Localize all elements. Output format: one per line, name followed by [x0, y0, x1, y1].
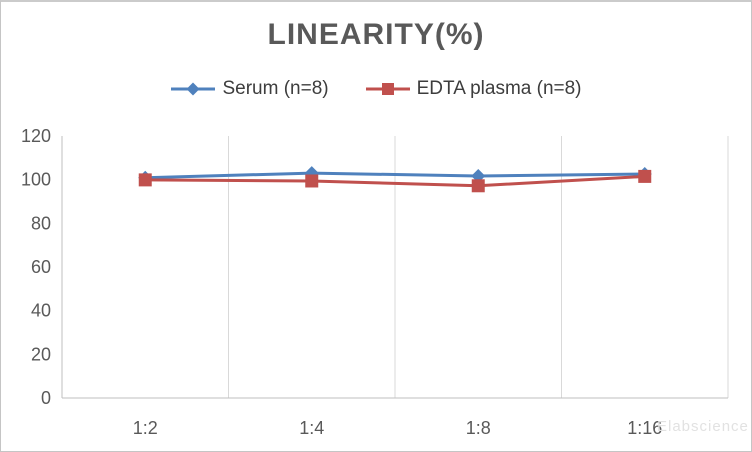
legend-diamond-serum [186, 82, 200, 96]
y-tick-label: 80 [31, 213, 51, 233]
marker-edta-plasma [138, 173, 152, 187]
x-tick-label: 1:16 [627, 418, 662, 438]
y-tick-label: 40 [31, 301, 51, 321]
legend-label-edta-plasma: EDTA plasma (n=8) [416, 78, 582, 99]
legend-item-serum: Serum (n=8) [170, 78, 329, 100]
y-tick-label: 0 [41, 388, 51, 408]
y-tick-label: 100 [21, 170, 51, 190]
marker-edta-plasma [305, 174, 319, 188]
x-tick-label: 1:8 [466, 418, 491, 438]
square-marker-icon [365, 83, 410, 95]
legend: Serum (n=8) EDTA plasma (n=8) [1, 78, 751, 100]
y-tick-label: 20 [31, 344, 51, 364]
chart-title: LINEARITY(%) [267, 18, 485, 51]
series-line-serum [145, 171, 645, 180]
legend-item-edta-plasma: EDTA plasma (n=8) [365, 78, 582, 100]
y-tick-label: 60 [31, 257, 51, 277]
watermark: Elabscience [657, 418, 749, 435]
x-tick-label: 1:2 [133, 418, 158, 438]
diamond-marker-icon [171, 82, 216, 96]
marker-edta-plasma [471, 179, 485, 193]
marker-edta-plasma [638, 169, 652, 183]
x-tick-label: 1:4 [299, 418, 324, 438]
legend-square-edta [381, 83, 394, 95]
legend-label-serum: Serum (n=8) [222, 78, 329, 99]
series-line-edta-plasma [145, 174, 645, 188]
y-tick-label: 120 [21, 126, 51, 146]
